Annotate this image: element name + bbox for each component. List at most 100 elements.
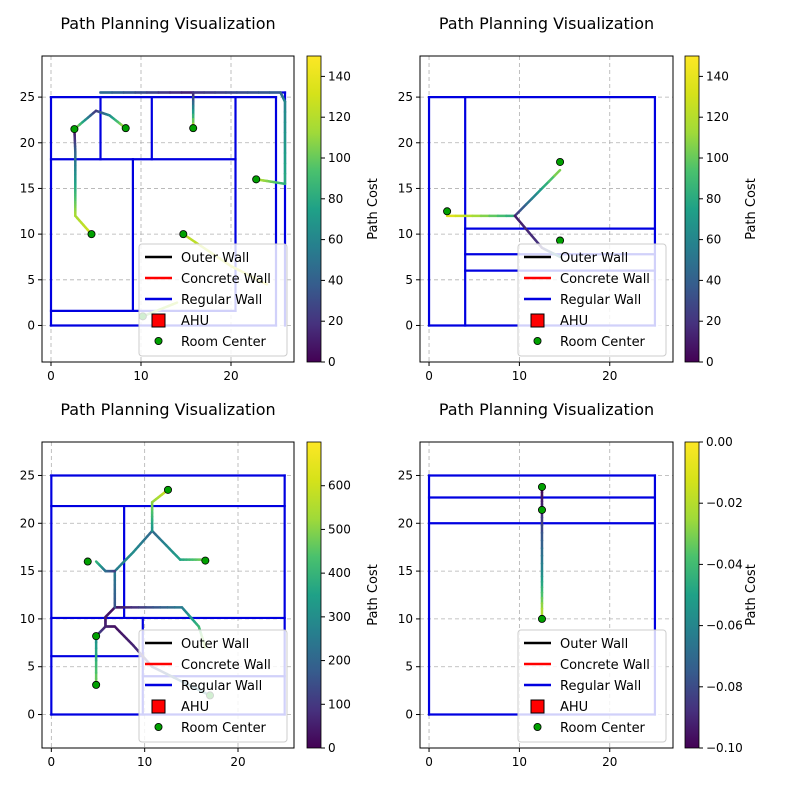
room-center-marker	[121, 124, 130, 133]
y-tick-label: 15	[398, 181, 413, 195]
colorbar-tick-label: −0.04	[706, 557, 743, 571]
legend-label: Outer Wall	[181, 637, 249, 652]
room-center-marker	[87, 230, 96, 239]
legend-label: Room Center	[560, 335, 646, 350]
y-tick-label: 20	[398, 516, 413, 530]
x-tick-label: 20	[602, 369, 617, 383]
y-tick-label: 10	[20, 612, 35, 626]
room-center-marker	[443, 207, 452, 216]
chart-title: Path Planning Visualization	[60, 14, 275, 33]
axes-frame	[41, 55, 295, 363]
x-tick-label: 0	[425, 369, 433, 383]
x-tick-label: 20	[223, 369, 238, 383]
chart-panel-4: Path Planning Visualization 0 10 20 0 5 10 15 20…	[398, 400, 759, 769]
legend-label: Regular Wall	[560, 293, 641, 308]
y-tick-label: 25	[398, 468, 413, 482]
colorbar-tick-label: 100	[328, 697, 351, 711]
room-center-marker	[179, 230, 188, 239]
x-tick-label: 10	[133, 369, 148, 383]
colorbar-tick-label: 300	[328, 610, 351, 624]
room-center-marker	[556, 157, 565, 166]
colorbar-label: Path Cost	[744, 178, 759, 240]
colorbar-tick-label: −0.08	[706, 680, 743, 694]
room-center-marker	[252, 175, 261, 184]
legend-ahu-marker	[530, 313, 545, 328]
colorbar-tick-label: −0.06	[706, 619, 743, 633]
y-tick-label: 5	[27, 660, 35, 674]
colorbar-tick-label: 60	[706, 233, 721, 247]
legend-box	[138, 629, 288, 743]
path-segment	[519, 203, 528, 212]
legend-label: Room Center	[181, 335, 267, 350]
y-tick-label: 0	[27, 708, 35, 722]
legend-room-marker	[533, 336, 542, 345]
chart-title: Path Planning Visualization	[439, 14, 654, 33]
legend-label: Concrete Wall	[560, 272, 650, 287]
y-tick-label: 20	[20, 136, 35, 150]
room-center-marker	[201, 556, 210, 565]
x-tick-label: 10	[137, 755, 152, 769]
x-tick-label: 0	[48, 755, 56, 769]
colorbar-tick-label: 0	[706, 355, 714, 369]
path-segment	[547, 174, 556, 183]
room-center-marker	[189, 124, 198, 133]
colorbar-tick-label: 100	[706, 151, 729, 165]
legend-box	[517, 243, 667, 357]
colorbar-frame	[306, 441, 322, 749]
y-tick-label: 25	[398, 90, 413, 104]
legend-room-marker	[533, 723, 542, 732]
colorbar-tick-label: 140	[706, 69, 729, 83]
y-tick-label: 0	[405, 708, 413, 722]
colorbar-tick-label: 80	[328, 192, 343, 206]
legend-label: AHU	[181, 314, 209, 329]
colorbar-tick-label: 400	[328, 566, 351, 580]
colorbar-tick-label: 80	[706, 192, 721, 206]
legend-box	[517, 629, 667, 743]
colorbar	[307, 56, 321, 362]
colorbar	[685, 56, 699, 362]
y-tick-label: 15	[20, 564, 35, 578]
path-segment	[513, 208, 522, 218]
y-tick-label: 15	[398, 564, 413, 578]
path-segment	[530, 191, 539, 200]
room-center-marker	[556, 236, 565, 245]
legend-label: Outer Wall	[181, 251, 249, 266]
colorbar-frame	[684, 55, 700, 363]
legend-ahu-marker	[530, 699, 545, 714]
legend-box	[138, 243, 288, 357]
colorbar-tick-label: 140	[328, 69, 351, 83]
y-tick-label: 10	[20, 227, 35, 241]
x-tick-label: 10	[512, 369, 527, 383]
chart-panel-2: Path Planning Visualization 0 10 20 0 5 10 15 20…	[398, 14, 759, 383]
x-tick-label: 0	[47, 369, 55, 383]
y-tick-label: 20	[20, 516, 35, 530]
colorbar-tick-label: 500	[328, 522, 351, 536]
colorbar-tick-label: 40	[328, 273, 343, 287]
room-center-marker	[83, 557, 92, 566]
colorbar-tick-label: −0.10	[706, 741, 743, 755]
room-center-marker	[92, 680, 101, 689]
colorbar-tick-label: 20	[706, 314, 721, 328]
room-center-marker	[537, 614, 546, 623]
y-tick-label: 10	[398, 227, 413, 241]
colorbar-tick-label: 60	[328, 233, 343, 247]
legend-room-marker	[154, 336, 163, 345]
colorbar-frame	[306, 55, 322, 363]
legend-label: Regular Wall	[560, 679, 641, 694]
colorbar-tick-label: 0	[328, 355, 336, 369]
colorbar-tick-label: 0	[328, 741, 336, 755]
y-tick-label: 5	[405, 273, 413, 287]
colorbar-tick-label: 120	[706, 110, 729, 124]
legend-ahu-marker	[151, 699, 166, 714]
colorbar-frame	[684, 441, 700, 749]
legend-label: Regular Wall	[181, 293, 262, 308]
legend-label: AHU	[560, 700, 588, 715]
path-segment	[541, 180, 551, 189]
colorbar	[307, 442, 321, 748]
legend-label: Outer Wall	[560, 251, 628, 266]
y-tick-label: 5	[405, 660, 413, 674]
path-segment	[553, 168, 562, 178]
room-center-marker	[70, 125, 79, 134]
